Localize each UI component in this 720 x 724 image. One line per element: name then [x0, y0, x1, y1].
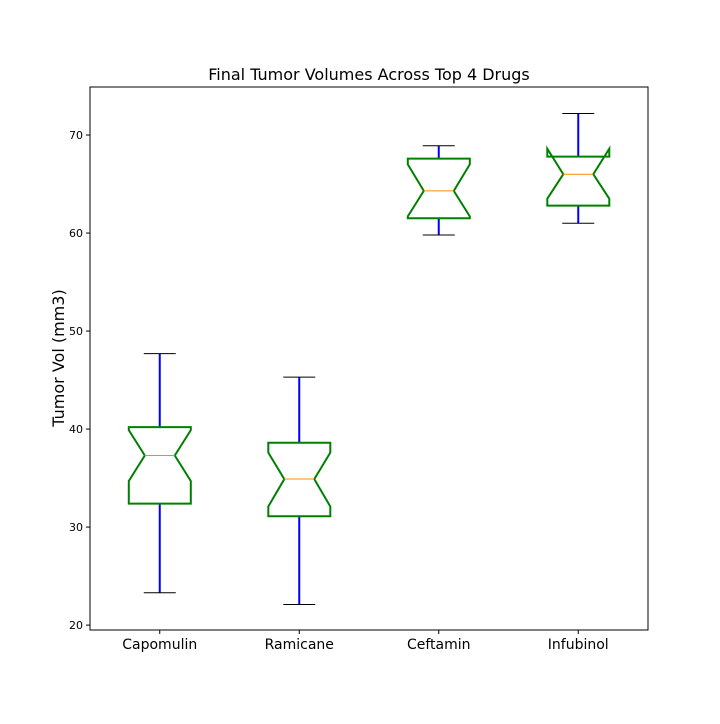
box-infubinol: [546, 145, 611, 207]
x-tick-label: Ceftamin: [407, 637, 471, 653]
x-tick-label: Ramicane: [265, 637, 334, 653]
y-axis-label: Tumor Vol (mm3): [49, 289, 68, 427]
x-tick-label: Infubinol: [548, 637, 609, 653]
plot-frame: [89, 86, 649, 631]
y-tick-label: 50: [69, 325, 83, 338]
y-tick-label: 30: [69, 521, 83, 534]
box-capomulin: [127, 426, 192, 505]
y-tick-label: 60: [69, 227, 83, 240]
y-tick-label: 70: [69, 129, 83, 142]
x-tick-label: Capomulin: [122, 637, 197, 653]
y-tick-label: 20: [69, 619, 83, 632]
plot-area: 20 30 40 50 60 70 Capomulin Ramicane Ceftamin Inf…: [69, 86, 649, 653]
box-ramicane: [267, 441, 332, 518]
chart-title: Final Tumor Volumes Across Top 4 Drugs: [208, 65, 530, 84]
box-ceftamin: [406, 157, 471, 220]
y-tick-label: 40: [69, 423, 83, 436]
